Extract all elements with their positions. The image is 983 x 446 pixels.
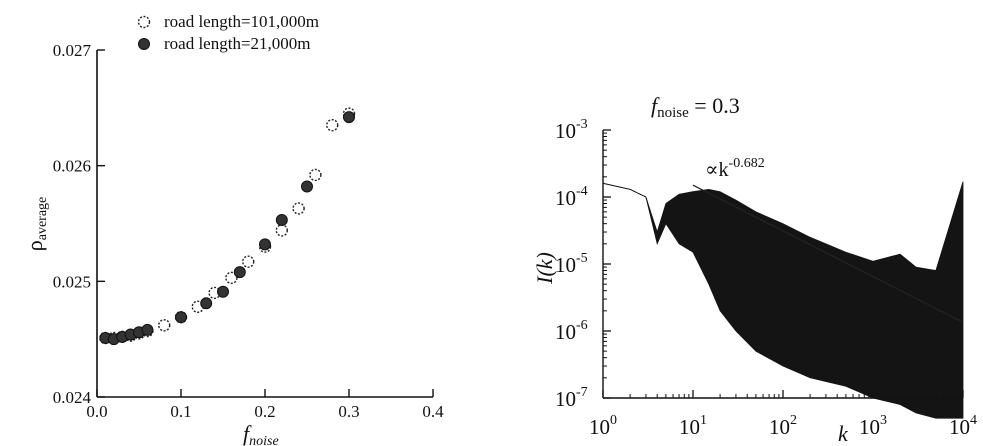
point-road-length-21000m [217,285,229,298]
scatter-x-tick-label: 0.4 [422,402,444,421]
point-road-length-101000m [309,168,322,182]
point-road-length-101000m [326,118,339,132]
spectrum-x-ticks: 100 101 102 103 104 [589,390,977,439]
spectrum-y-tick-label: 10-4 [555,184,588,210]
scatter-x-axis-label: fnoise [243,421,279,446]
scatter-y-ticks: 0.024 0.025 0.026 0.027 [53,41,105,407]
spectrum-x-tick-label: 100 [589,413,617,439]
point-road-length-21000m [200,297,213,310]
spectrum-x-tick-label: 103 [859,413,887,439]
scatter-y-tick-label: 0.027 [53,41,92,60]
legend-label-101000: road length=101,000m [164,12,319,31]
legend-label-21000: road length=21,000m [164,34,311,53]
power-law-label: ∝k-0.682 [705,156,765,181]
point-road-length-101000m [292,202,305,215]
spectrum-y-tick-label: 10-6 [555,318,588,344]
scatter-x-tick-label: 0.3 [338,402,359,421]
scatter-panel: 0.0 0.1 0.2 0.3 0.4 0.024 0.025 0.026 0.027 fno… [22,12,444,446]
scatter-x-tick-label: 0.0 [86,402,107,421]
scatter-x-tick-label: 0.2 [254,402,275,421]
scatter-y-tick-label: 0.026 [53,157,91,176]
power-law-fit-line [692,184,964,323]
point-road-length-21000m [259,238,271,251]
legend-filled-marker [138,38,150,50]
point-road-length-101000m [157,319,171,332]
scatter-x-tick-label: 0.1 [170,402,191,421]
scatter-points [99,107,356,346]
scatter-x-ticks: 0.0 0.1 0.2 0.3 0.4 [86,389,444,421]
scatter-y-axis-label: ρaverage [22,197,50,252]
point-road-length-21000m [141,323,154,336]
legend-open-marker [137,15,151,29]
spectrum-x-axis-label: k [838,421,849,446]
spectrum-y-tick-label: 10-3 [555,117,588,143]
scatter-y-tick-label: 0.025 [53,272,91,291]
spectrum-x-tick-label: 102 [769,413,797,439]
spectrum-envelope [602,181,964,419]
spectrum-y-ticks: 10-3 10-4 10-5 10-6 10-7 [555,117,611,411]
scatter-y-tick-label: 0.024 [53,388,92,407]
point-road-length-21000m [275,214,288,227]
spectrum-title: fnoise = 0.3 [651,93,740,121]
spectrum-y-tick-label: 10-7 [555,385,588,411]
point-road-length-101000m [241,255,255,268]
spectrum-x-tick-label: 101 [679,413,707,439]
spectrum-y-axis-label: I(k) [532,252,557,285]
spectrum-panel: fnoise = 0.3 ∝k-0.682 100 101 102 103 104 10… [532,93,977,446]
scatter-legend: road length=101,000m road length=21,000m [137,12,319,53]
point-road-length-21000m [301,180,313,193]
point-road-length-21000m [175,311,187,324]
spectrum-y-tick-label: 10-5 [555,251,588,277]
point-road-length-21000m [343,111,355,124]
spectrum-x-tick-label: 104 [949,413,977,439]
point-road-length-101000m [275,224,288,237]
point-road-length-101000m [225,271,238,285]
point-road-length-21000m [233,266,246,279]
